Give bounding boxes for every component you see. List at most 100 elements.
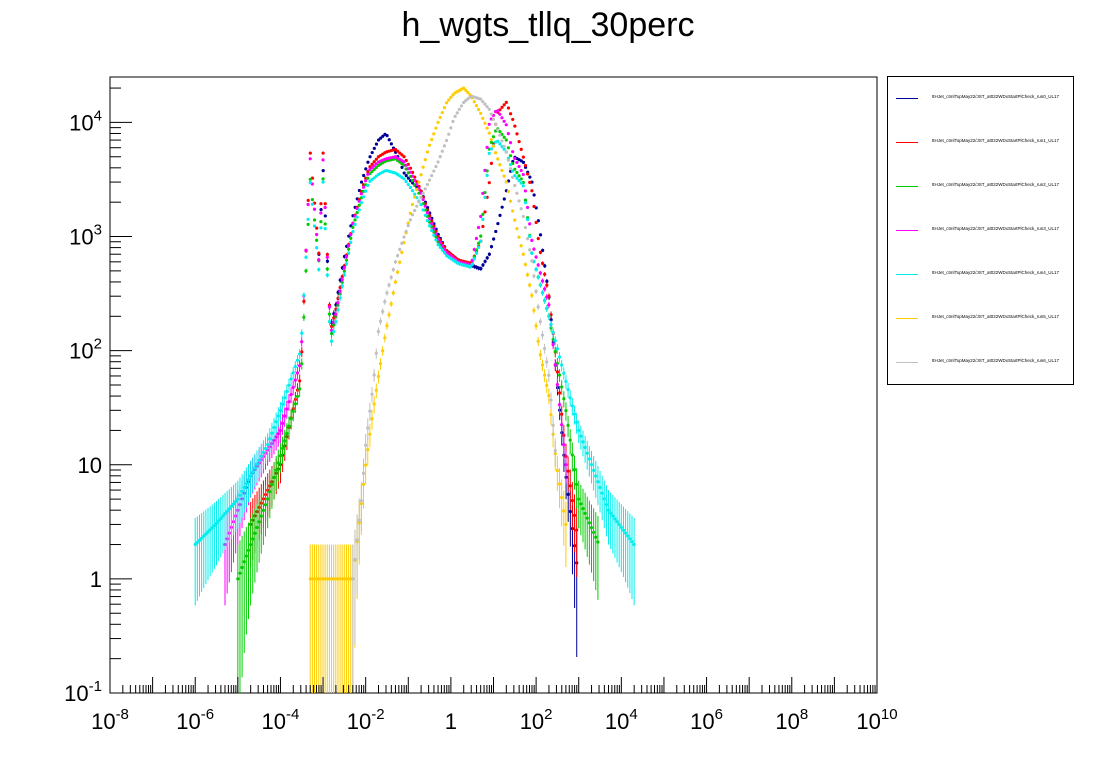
data-point — [402, 235, 406, 239]
data-point — [293, 378, 297, 382]
data-point — [323, 214, 327, 218]
data-point — [568, 484, 572, 488]
series-2 — [236, 127, 600, 693]
data-point — [372, 164, 376, 168]
x-tick-base: 10 — [262, 709, 286, 734]
data-point — [600, 491, 604, 495]
data-point — [336, 308, 340, 312]
data-point — [542, 346, 547, 351]
data-point — [621, 528, 626, 532]
data-point — [387, 313, 391, 317]
data-point — [462, 100, 466, 105]
data-point — [278, 454, 283, 458]
data-point — [366, 183, 370, 188]
data-point — [404, 180, 408, 184]
data-point — [553, 448, 557, 453]
data-point — [423, 187, 427, 191]
data-point — [400, 165, 404, 169]
data-point — [491, 144, 496, 148]
data-point — [276, 461, 280, 465]
data-point — [266, 497, 270, 501]
x-tick-exponent: 10 — [881, 706, 898, 723]
data-point — [344, 255, 349, 259]
data-point — [430, 173, 434, 178]
data-point — [530, 259, 534, 263]
data-point — [479, 239, 483, 243]
data-point — [476, 241, 481, 245]
data-point — [519, 147, 523, 151]
data-point — [255, 462, 259, 466]
data-point — [278, 428, 283, 433]
data-point — [568, 396, 572, 400]
data-point — [536, 236, 540, 241]
data-point — [521, 172, 525, 177]
data-point — [444, 101, 449, 105]
data-point — [528, 222, 532, 226]
data-point — [268, 490, 272, 494]
data-point — [404, 229, 408, 233]
data-point — [459, 104, 464, 108]
y-tick-exponent: -1 — [89, 678, 102, 695]
data-point — [515, 132, 519, 136]
data-point — [532, 247, 536, 251]
data-point — [474, 236, 479, 241]
data-point — [536, 219, 540, 223]
data-point — [315, 238, 319, 242]
data-point — [572, 412, 577, 416]
series-4 — [193, 139, 636, 606]
data-point — [513, 124, 517, 128]
data-point — [592, 468, 596, 472]
data-point — [589, 463, 594, 467]
data-point — [568, 509, 572, 514]
data-point — [274, 420, 278, 424]
data-point — [378, 362, 383, 366]
data-point — [628, 537, 632, 541]
data-point — [404, 163, 408, 167]
data-point — [234, 499, 238, 504]
data-point — [325, 267, 329, 271]
y-tick-label: 103 — [69, 222, 102, 250]
data-point — [197, 538, 202, 542]
data-point — [500, 105, 504, 109]
data-point — [374, 162, 378, 166]
data-point — [464, 99, 468, 103]
data-point — [374, 157, 378, 161]
data-point — [489, 245, 494, 249]
data-point — [334, 320, 338, 324]
data-point — [238, 493, 242, 497]
data-point — [498, 213, 502, 217]
data-point — [298, 387, 302, 391]
data-point — [481, 191, 485, 196]
data-point — [370, 169, 374, 174]
data-point — [517, 164, 521, 169]
data-point — [440, 149, 444, 153]
data-point — [259, 514, 263, 518]
data-point — [555, 370, 560, 374]
data-point — [451, 119, 455, 124]
data-point — [351, 225, 355, 229]
data-point — [349, 240, 353, 244]
data-point — [525, 217, 530, 222]
legend-line — [896, 318, 918, 319]
y-tick-exponent: 3 — [94, 222, 102, 239]
data-point — [557, 355, 562, 359]
data-point — [321, 169, 325, 173]
data-point — [564, 463, 568, 467]
data-point — [389, 275, 393, 279]
data-point — [502, 144, 506, 148]
data-point — [523, 198, 528, 202]
data-point — [564, 379, 568, 384]
data-point — [393, 280, 398, 284]
data-point — [236, 577, 240, 581]
data-point — [491, 135, 496, 139]
data-point — [521, 155, 525, 159]
data-point — [393, 260, 398, 264]
data-point — [193, 542, 197, 547]
data-point — [214, 521, 219, 525]
data-point — [306, 198, 310, 203]
data-point — [261, 508, 265, 513]
legend: ttHJet_ctmlTopMay22/JST_at022WDxStartPlC… — [887, 76, 1074, 385]
data-point — [560, 495, 564, 500]
data-point — [385, 324, 389, 328]
data-point — [374, 142, 379, 146]
